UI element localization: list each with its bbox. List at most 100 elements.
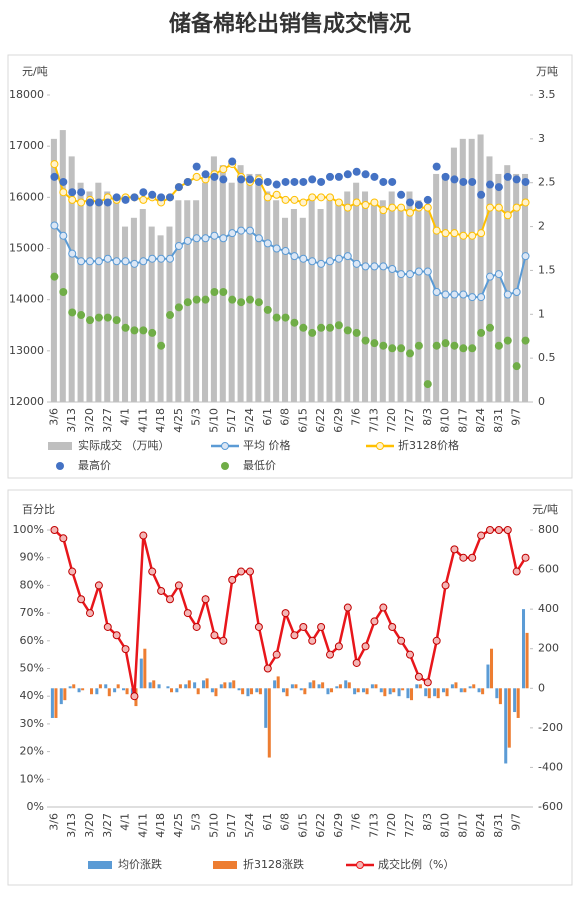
line-marker bbox=[290, 631, 299, 640]
point bbox=[86, 316, 94, 325]
bar bbox=[504, 165, 511, 402]
bar bbox=[122, 226, 129, 402]
line-marker bbox=[121, 257, 130, 266]
y2-tick-label: 2.5 bbox=[538, 176, 556, 189]
point bbox=[68, 188, 77, 197]
legend-swatch bbox=[213, 861, 237, 869]
bar bbox=[202, 182, 209, 402]
bar bbox=[122, 688, 126, 691]
legend-swatch bbox=[48, 442, 72, 450]
point bbox=[50, 172, 59, 181]
y2-tick-label: -600 bbox=[538, 800, 563, 813]
line-marker bbox=[388, 264, 397, 273]
y2-tick-label: 1 bbox=[538, 307, 545, 320]
bar bbox=[68, 156, 75, 402]
x-tick-label: 7/6 bbox=[350, 408, 363, 426]
point bbox=[219, 287, 228, 296]
line-marker bbox=[494, 526, 503, 534]
point bbox=[317, 323, 326, 332]
point bbox=[183, 177, 192, 186]
legend-label: 均价涨跌 bbox=[118, 857, 162, 871]
bar bbox=[495, 173, 502, 402]
line-marker bbox=[86, 257, 94, 266]
x-tick-label: 3/6 bbox=[47, 408, 60, 426]
point bbox=[308, 328, 317, 337]
bar bbox=[205, 678, 209, 689]
bar bbox=[258, 688, 262, 695]
y2-tick-label: 3.5 bbox=[538, 88, 556, 101]
line-marker bbox=[290, 252, 299, 261]
bar bbox=[312, 680, 316, 689]
bar bbox=[113, 200, 120, 402]
x-tick-label: 5/24 bbox=[243, 408, 256, 433]
y2-tick-label: 600 bbox=[538, 563, 559, 576]
line-marker bbox=[423, 678, 432, 687]
bar bbox=[187, 680, 191, 689]
line-marker bbox=[103, 622, 112, 631]
bar bbox=[170, 688, 174, 693]
bar bbox=[228, 182, 235, 402]
legend-swatch bbox=[221, 442, 229, 450]
bar bbox=[490, 648, 494, 689]
point bbox=[192, 295, 201, 304]
line-marker bbox=[139, 531, 148, 540]
line-marker bbox=[317, 193, 326, 202]
line-marker bbox=[343, 603, 352, 612]
line-marker bbox=[450, 290, 459, 299]
bar bbox=[433, 688, 437, 697]
x-tick-label: 5/24 bbox=[243, 813, 256, 838]
bar bbox=[299, 688, 303, 691]
bar bbox=[454, 682, 458, 689]
line bbox=[53, 528, 527, 697]
bar bbox=[210, 688, 214, 693]
bar bbox=[241, 688, 245, 695]
bar bbox=[370, 200, 377, 402]
point bbox=[379, 341, 388, 350]
bar bbox=[148, 682, 152, 689]
y2-tick-label: 0.5 bbox=[538, 351, 556, 364]
line-marker bbox=[59, 231, 68, 240]
line-marker bbox=[148, 254, 157, 263]
bar bbox=[130, 688, 134, 697]
line-marker bbox=[272, 244, 281, 253]
line-marker bbox=[59, 534, 68, 543]
bar bbox=[157, 235, 164, 402]
x-tick-label: 5/17 bbox=[225, 813, 238, 838]
line-marker bbox=[521, 252, 530, 261]
x-tick-label: 3/13 bbox=[65, 813, 78, 838]
point bbox=[86, 198, 94, 207]
point bbox=[361, 336, 370, 345]
bar bbox=[472, 684, 476, 689]
bar bbox=[90, 688, 94, 695]
bar bbox=[237, 165, 244, 402]
x-tick-label: 8/10 bbox=[439, 813, 452, 838]
x-tick-label: 5/3 bbox=[190, 813, 203, 831]
x-tick-label: 5/17 bbox=[225, 408, 238, 433]
y2-tick-label: -200 bbox=[538, 721, 563, 734]
legend-swatch bbox=[376, 442, 384, 450]
bar bbox=[50, 138, 57, 402]
bar bbox=[353, 182, 360, 402]
point bbox=[441, 339, 450, 348]
point bbox=[290, 318, 299, 327]
bar bbox=[424, 209, 431, 402]
x-tick-label: 4/18 bbox=[154, 408, 167, 433]
point bbox=[228, 157, 237, 166]
bar bbox=[388, 191, 395, 402]
x-tick-label: 6/15 bbox=[296, 408, 309, 433]
bar bbox=[264, 191, 271, 402]
bar bbox=[442, 688, 446, 693]
bar bbox=[433, 173, 440, 402]
y-tick-label: 30% bbox=[20, 717, 44, 730]
bar bbox=[362, 191, 369, 402]
x-tick-label: 8/24 bbox=[474, 813, 487, 838]
point bbox=[103, 313, 112, 322]
legend-label: 实际成交 （万吨） bbox=[78, 438, 170, 452]
bar bbox=[77, 182, 84, 402]
y-axis-title: 百分比 bbox=[22, 503, 55, 516]
y-tick-label: 100% bbox=[13, 523, 44, 536]
line-marker bbox=[94, 581, 103, 590]
bar bbox=[50, 688, 54, 718]
bar bbox=[193, 682, 197, 689]
line-marker bbox=[450, 229, 459, 238]
